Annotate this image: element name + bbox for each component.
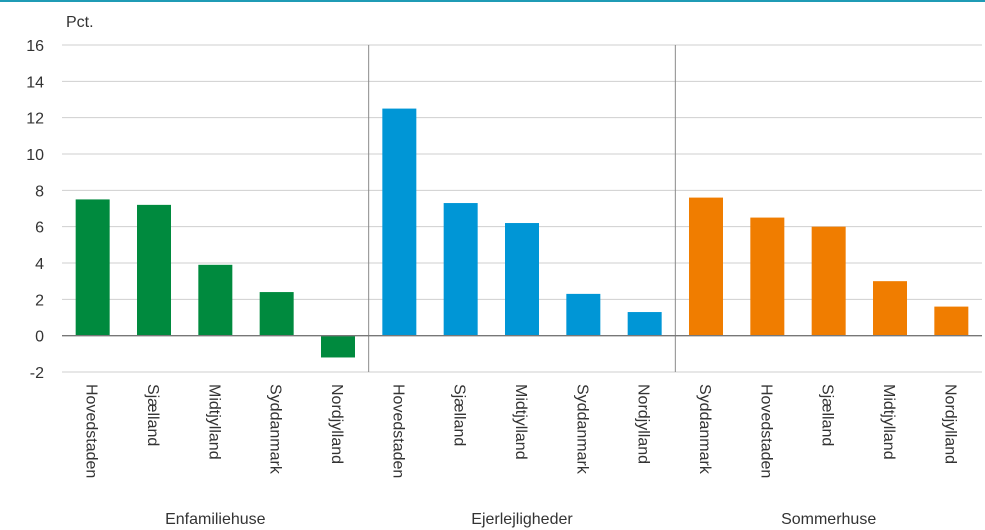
category-label: Sjælland	[819, 384, 836, 446]
axis-layer	[62, 45, 982, 372]
category-label: Nordjylland	[328, 384, 345, 464]
bar	[198, 264, 233, 336]
y-tick-label: 12	[26, 111, 44, 128]
group-label: Ejerlejligheder	[471, 511, 573, 528]
bar	[873, 281, 907, 336]
top-rule	[0, 0, 985, 2]
bar	[259, 292, 294, 336]
bar	[750, 217, 785, 336]
category-label: Sjælland	[451, 384, 468, 446]
y-tick-label: 4	[35, 256, 44, 273]
group-label: Enfamiliehuse	[165, 511, 266, 528]
bar	[137, 204, 171, 336]
bars-layer	[75, 108, 969, 358]
y-tick-label: 10	[26, 147, 44, 164]
y-tick-label: 6	[35, 220, 44, 237]
bar	[443, 203, 478, 336]
bar	[627, 312, 662, 336]
bar	[382, 108, 417, 336]
category-label: Hovedstaden	[757, 384, 774, 478]
category-label: Nordjylland	[635, 384, 652, 464]
category-label: Sjælland	[144, 384, 161, 446]
labels-layer: -2 0 2 4 6 8 10 12 14 16 Hovedstaden Sjælland Midtjy…	[26, 38, 958, 528]
category-label: Syddanmark	[267, 384, 284, 475]
bar	[75, 199, 110, 336]
y-tick-label: 8	[35, 183, 44, 200]
y-tick-label: 16	[26, 38, 44, 55]
y-tick-label: 2	[35, 292, 44, 309]
y-tick-label: -2	[30, 365, 44, 382]
bar	[321, 335, 355, 358]
category-label: Nordjylland	[941, 384, 958, 464]
bar	[811, 226, 846, 336]
y-axis-unit-label: Pct.	[66, 14, 94, 31]
category-label: Midtjylland	[512, 384, 529, 460]
group-label: Sommerhuse	[781, 511, 876, 528]
category-label: Midtjylland	[880, 384, 897, 460]
bar	[689, 197, 723, 336]
y-tick-label: 0	[35, 329, 44, 346]
category-label: Hovedstaden	[83, 384, 100, 478]
bar	[934, 306, 969, 336]
category-label: Syddanmark	[696, 384, 713, 475]
category-label: Syddanmark	[573, 384, 590, 475]
bar	[505, 223, 539, 336]
y-tick-label: 14	[26, 74, 44, 91]
category-label: Hovedstaden	[389, 384, 406, 478]
bar	[566, 293, 601, 336]
category-label: Midtjylland	[205, 384, 222, 460]
